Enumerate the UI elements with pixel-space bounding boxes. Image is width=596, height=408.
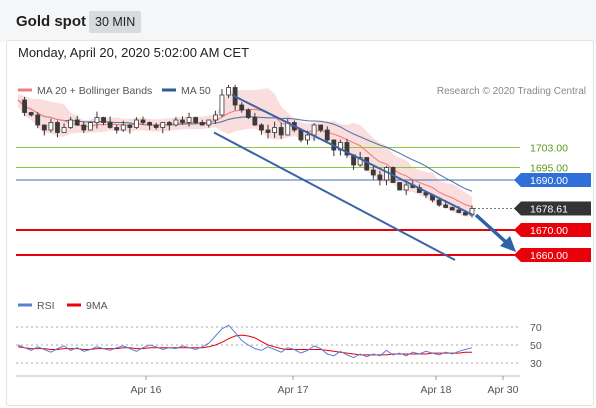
rsi-level-label-50: 50 <box>530 340 542 352</box>
level-tag-1670.00 <box>521 223 591 237</box>
candle-body <box>265 129 271 133</box>
x-axis: Apr 16 Apr 17 Apr 18 Apr 30 <box>131 376 519 396</box>
candle-body <box>61 127 67 133</box>
candle-body <box>68 119 74 128</box>
level-tag-arrow-1690.00 <box>514 173 521 187</box>
timeframe-badge[interactable]: 30 MIN <box>89 11 142 33</box>
candle-body <box>140 119 146 123</box>
candle-body <box>456 209 462 213</box>
candle-body <box>166 122 172 126</box>
candle-body <box>160 122 166 128</box>
channel-upper-line <box>231 94 474 216</box>
candle-body <box>252 117 258 126</box>
channel-lower-line <box>213 131 456 261</box>
candle-body <box>134 119 139 128</box>
rsi-line <box>17 324 473 359</box>
candle-body <box>226 87 231 96</box>
candle-body <box>449 207 455 211</box>
rsi-level-label-30: 30 <box>530 358 542 370</box>
level-label-1695.00: 1695.00 <box>530 163 568 175</box>
candle-body <box>101 117 106 123</box>
candle-body <box>193 117 199 123</box>
candle-body <box>94 117 100 123</box>
level-tag-1690.00 <box>521 173 591 187</box>
candle-body <box>41 124 47 131</box>
candle-body <box>22 99 27 113</box>
candle-body <box>28 112 34 116</box>
candle-body <box>377 174 383 181</box>
candle-body <box>153 124 159 128</box>
forecast-arrow-shaft <box>474 213 510 246</box>
candle-body <box>463 212 468 216</box>
level-tag-1660.00 <box>521 248 591 262</box>
chart-date: Monday, April 20, 2020 5:02:00 AM CET <box>18 45 250 60</box>
candle-body <box>212 114 218 121</box>
candle-body <box>324 129 330 141</box>
candle-body <box>147 122 152 126</box>
candle-body <box>120 124 126 131</box>
candle-body <box>318 124 324 131</box>
candle-body <box>403 184 409 191</box>
candle-body <box>186 117 192 123</box>
level-label-1670.00: 1670.00 <box>530 225 568 237</box>
candle-body <box>127 124 133 128</box>
level-label-1660.00: 1660.00 <box>530 250 568 262</box>
candle-body <box>81 124 87 131</box>
research-credit: Research © 2020 Trading Central <box>437 86 586 97</box>
candle-body <box>114 127 120 131</box>
candle-body <box>259 124 264 131</box>
ma50-line <box>17 99 473 192</box>
candle-body <box>48 122 54 131</box>
rsi-legend-label: RSI <box>37 300 55 312</box>
candle-body <box>180 119 185 123</box>
rsi-plot-area: 70 50 30 <box>16 322 542 370</box>
rsi-ma-legend-label: 9MA <box>86 300 108 312</box>
candle-body <box>239 104 245 111</box>
chart-header: Gold spot 30 MIN <box>0 0 596 42</box>
x-tick-label: Apr 16 <box>131 384 162 396</box>
candle-body <box>199 122 205 126</box>
instrument-title: Gold spot <box>16 13 86 30</box>
candle-body <box>370 169 376 176</box>
x-tick-label: Apr 18 <box>421 384 452 396</box>
candle-body <box>357 157 363 166</box>
candle-body <box>55 122 60 133</box>
candle-body <box>384 167 389 181</box>
candle-body <box>436 199 442 206</box>
candle-body <box>74 119 80 126</box>
level-tag-arrow-1670.00 <box>514 223 521 237</box>
candle-body <box>35 114 41 126</box>
level-label-1690.00: 1690.00 <box>530 175 568 187</box>
candle-body <box>173 119 179 126</box>
candle-body <box>344 142 350 156</box>
candle-body <box>278 127 284 136</box>
ma20-legend-label: MA 20 + Bollinger Bands <box>37 85 152 97</box>
candle-body <box>305 134 310 141</box>
candle-body <box>87 122 93 131</box>
current-price-label: 1678.61 <box>530 203 568 215</box>
level-label-1703.00: 1703.00 <box>530 143 568 155</box>
candle-body <box>298 129 304 141</box>
level-tag-arrow-1660.00 <box>514 248 521 262</box>
candle-body <box>206 119 212 126</box>
forecast-arrow-head <box>500 236 516 252</box>
candle-body <box>397 182 403 191</box>
ma20-line <box>17 99 473 208</box>
current-price-tag-arrow <box>514 201 521 216</box>
candle-body <box>245 109 251 118</box>
x-tick-label: Apr 30 <box>488 384 519 396</box>
candle-body <box>443 204 449 208</box>
candle-body <box>219 94 225 116</box>
rsi-level-label-70: 70 <box>530 322 542 334</box>
x-tick-label: Apr 17 <box>278 384 309 396</box>
current-price-tag <box>521 201 591 216</box>
candle-body <box>107 122 113 128</box>
ma50-legend-label: MA 50 <box>181 85 211 97</box>
bollinger-band <box>18 88 472 217</box>
candle-body <box>311 124 317 136</box>
candle-body <box>272 127 278 133</box>
